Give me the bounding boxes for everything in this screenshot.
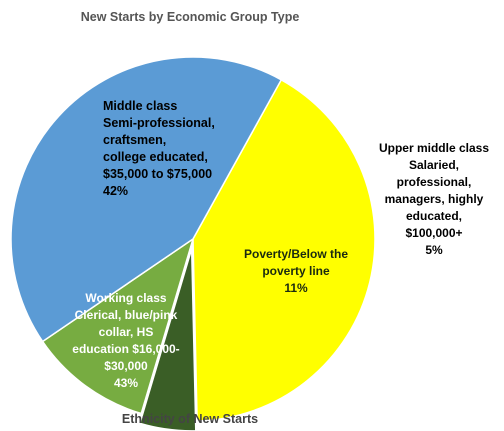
slice-label-1-line-2: professional, [397, 175, 472, 189]
slice-label-1-line-1: Salaried, [409, 158, 459, 172]
slice-label-3-line-1: Clerical, blue/pink [75, 308, 178, 322]
pie-slice-3 [10, 56, 283, 343]
slice-label-3: Working class Clerical, blue/pink collar, … [72, 291, 179, 390]
slice-label-2: Poverty/Below the poverty line 11% [244, 247, 348, 295]
slice-label-1-line-3: managers, highly [385, 192, 484, 206]
slice-label-2-line-2: 11% [284, 281, 308, 295]
slice-label-1: Upper middle class Salaried, professional,… [379, 141, 489, 257]
slice-label-1-line-0: Upper middle class [379, 141, 489, 155]
chart-footer-text: Ethnicity of New Starts [121, 412, 259, 426]
slice-label-3-line-3: education $16,000- [72, 342, 179, 356]
slice-label-1-line-4: educated, [406, 209, 462, 223]
slice-label-3-line-2: collar, HS [99, 325, 154, 339]
pie-slice-0 [192, 78, 376, 422]
slice-label-3-line-5: 43% [114, 376, 138, 390]
slice-label-2-line-0: Poverty/Below the [244, 247, 348, 261]
slice-label-2-line-1: poverty line [262, 264, 330, 278]
pie-slice-2 [41, 237, 195, 415]
slice-label-1-line-5: $100,000+ [405, 226, 462, 240]
slice-label-3-line-4: $30,000 [104, 359, 148, 373]
slice-label-3-line-0: Working class [85, 291, 166, 305]
chart-title: New Starts by Economic Group Type [80, 10, 300, 24]
slice-label-0-line-5: 42% [103, 184, 128, 198]
slice-label-0-line-1: Semi-professional, [103, 116, 215, 130]
slice-label-1-line-6: 5% [425, 243, 443, 257]
slice-label-0-line-3: college educated, [103, 150, 208, 164]
slice-label-0-line-0: Middle class [103, 99, 177, 113]
slice-label-0: Middle class Semi-professional, craftsmen,… [103, 99, 215, 198]
slice-label-0-line-4: $35,000 to $75,000 [103, 167, 212, 181]
slice-label-0-line-2: craftsmen, [103, 133, 166, 147]
